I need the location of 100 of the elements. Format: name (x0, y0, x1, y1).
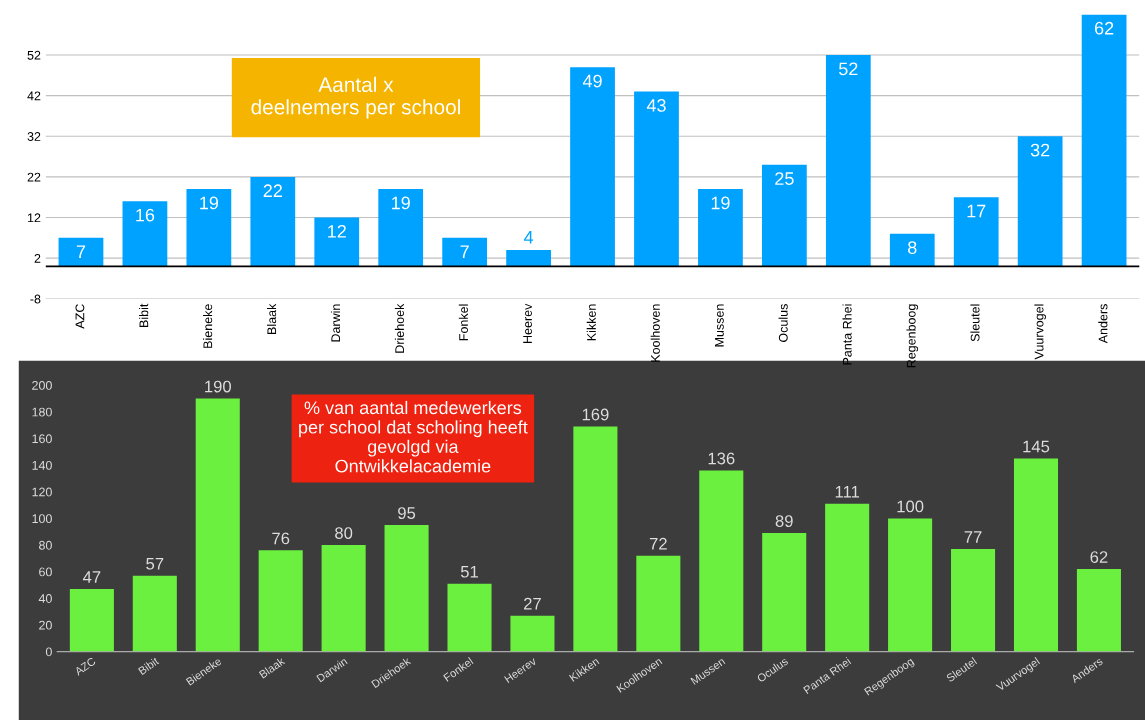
x-tick-label: Sleutel (970, 304, 980, 342)
x-tick-label: Kikken (586, 304, 596, 341)
data-label: 19 (711, 196, 730, 210)
y-tick-label: 100 (32, 514, 52, 524)
bar (951, 549, 996, 652)
data-label: 77 (964, 531, 982, 543)
data-label: 27 (524, 597, 541, 610)
data-label: 62 (1090, 551, 1108, 563)
data-label: 7 (76, 245, 86, 258)
y-tick-label: 140 (32, 460, 52, 470)
data-label: 4 (523, 231, 534, 244)
bar (384, 525, 429, 652)
bar (888, 518, 933, 652)
data-label: 62 (1094, 21, 1114, 35)
bar (258, 550, 303, 652)
data-label: 32 (1030, 143, 1050, 157)
y-tick-label: 42 (27, 91, 41, 101)
x-tick-label: Koolhoven (650, 304, 660, 362)
data-label: 145 (1023, 440, 1050, 453)
y-tick-label: 32 (27, 132, 41, 141)
bar (186, 189, 232, 267)
data-label: 16 (136, 208, 155, 222)
data-label: 72 (649, 537, 667, 550)
bar (132, 575, 177, 652)
data-label: 47 (82, 571, 101, 583)
x-tick-label: Fonkel (458, 304, 468, 341)
data-label: 100 (897, 500, 924, 513)
y-tick-label: 180 (32, 407, 52, 417)
data-label: 49 (582, 74, 602, 88)
y-tick-label: 2 (34, 253, 41, 263)
data-label: 76 (272, 532, 290, 545)
y-tick-label: 0 (45, 647, 52, 657)
bar (1017, 136, 1063, 267)
x-tick-label: Bibit (137, 656, 160, 676)
data-label: 89 (775, 515, 793, 527)
x-tick-label: AZC (75, 304, 85, 329)
data-label: 22 (263, 184, 282, 197)
bar (122, 201, 168, 267)
y-tick-label: -8 (30, 294, 41, 304)
data-label: 190 (205, 380, 231, 393)
x-tick-label: Bibit (139, 303, 149, 327)
bar (510, 615, 555, 652)
data-label: 169 (582, 408, 609, 421)
x-tick-label: Anders (1098, 304, 1108, 344)
bar (634, 91, 679, 267)
bar (825, 503, 870, 652)
data-label: 19 (200, 196, 219, 210)
y-tick-label: 60 (39, 567, 52, 577)
data-label: 51 (460, 565, 478, 578)
y-tick-label: 120 (32, 487, 52, 497)
bar (314, 217, 360, 267)
bar (378, 189, 424, 267)
bar (442, 237, 488, 267)
data-label: 111 (835, 486, 860, 498)
bar (889, 233, 935, 267)
data-label: 95 (398, 507, 416, 519)
y-tick-label: 160 (32, 434, 52, 444)
y-tick-label: 40 (38, 594, 52, 603)
bar (825, 55, 871, 267)
x-tick-label: Blaak (266, 303, 277, 334)
bar (69, 589, 114, 652)
x-tick-label: AZC (73, 656, 97, 676)
x-tick-label: Bieneke (203, 304, 213, 348)
bar (761, 164, 807, 267)
x-tick-label: Vuurvogel (1034, 304, 1046, 360)
bar (250, 176, 296, 267)
y-tick-label: 80 (39, 540, 52, 550)
x-tick-label: Driehoek (394, 303, 405, 353)
bar (195, 398, 240, 652)
data-label: 57 (146, 557, 164, 570)
data-label: 52 (839, 62, 858, 76)
data-label: 136 (708, 452, 735, 465)
x-tick-label: Mussen (715, 304, 724, 347)
data-label: 12 (328, 224, 346, 238)
bar (58, 237, 104, 267)
bar (762, 533, 807, 652)
bar (1013, 458, 1059, 652)
y-tick-label: 12 (27, 213, 41, 223)
bar (953, 197, 999, 267)
y-tick-label: 200 (32, 381, 52, 390)
data-label: 17 (967, 204, 986, 218)
bar (447, 583, 492, 652)
bar (1081, 14, 1127, 267)
data-label: 8 (908, 241, 917, 254)
bar (573, 426, 618, 652)
bar (1076, 569, 1121, 652)
y-tick-label: 20 (39, 620, 52, 630)
bar (698, 189, 743, 267)
x-tick-label: Darwin (330, 304, 341, 342)
x-tick-label: Oculus (778, 304, 788, 342)
y-tick-label: 22 (27, 172, 41, 182)
annotation: % van aantal medewerkers per school dat scholing heeft gevolgd via Ontwikkelacademie (299, 400, 528, 473)
data-label: 25 (775, 172, 794, 185)
bar (699, 470, 744, 652)
bar (506, 250, 551, 267)
x-tick-label: Heerev (523, 303, 532, 343)
data-label: 43 (646, 99, 666, 112)
data-label: 19 (392, 196, 410, 210)
bar (636, 555, 681, 652)
annotation: Aantal x deelnemers per school (251, 76, 460, 119)
